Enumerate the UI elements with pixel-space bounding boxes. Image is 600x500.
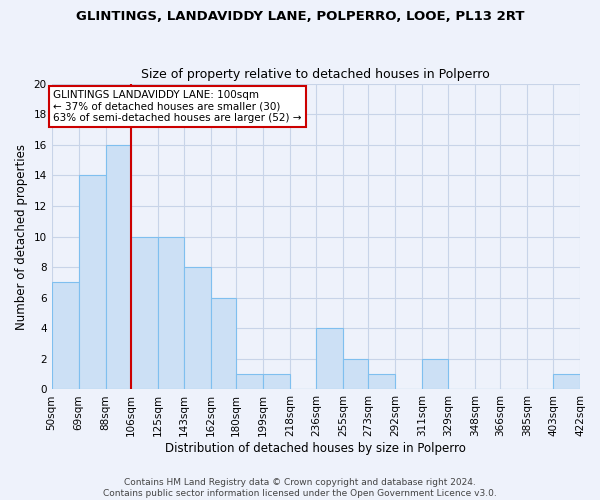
X-axis label: Distribution of detached houses by size in Polperro: Distribution of detached houses by size … (166, 442, 466, 455)
Bar (316, 328, 343, 390)
Bar (158, 236, 184, 390)
Bar (553, 374, 580, 390)
Bar (52, 282, 79, 390)
Bar (422, 359, 448, 390)
Bar (263, 374, 290, 390)
Bar (184, 267, 211, 390)
Bar (236, 374, 263, 390)
Bar (211, 298, 236, 390)
Bar (79, 176, 106, 390)
Bar (106, 144, 131, 390)
Text: GLINTINGS LANDAVIDDY LANE: 100sqm
← 37% of detached houses are smaller (30)
63% : GLINTINGS LANDAVIDDY LANE: 100sqm ← 37% … (53, 90, 302, 123)
Y-axis label: Number of detached properties: Number of detached properties (15, 144, 28, 330)
Title: Size of property relative to detached houses in Polperro: Size of property relative to detached ho… (142, 68, 490, 81)
Text: Contains HM Land Registry data © Crown copyright and database right 2024.
Contai: Contains HM Land Registry data © Crown c… (103, 478, 497, 498)
Text: GLINTINGS, LANDAVIDDY LANE, POLPERRO, LOOE, PL13 2RT: GLINTINGS, LANDAVIDDY LANE, POLPERRO, LO… (76, 10, 524, 23)
Bar (368, 374, 395, 390)
Bar (343, 359, 368, 390)
Bar (131, 236, 158, 390)
